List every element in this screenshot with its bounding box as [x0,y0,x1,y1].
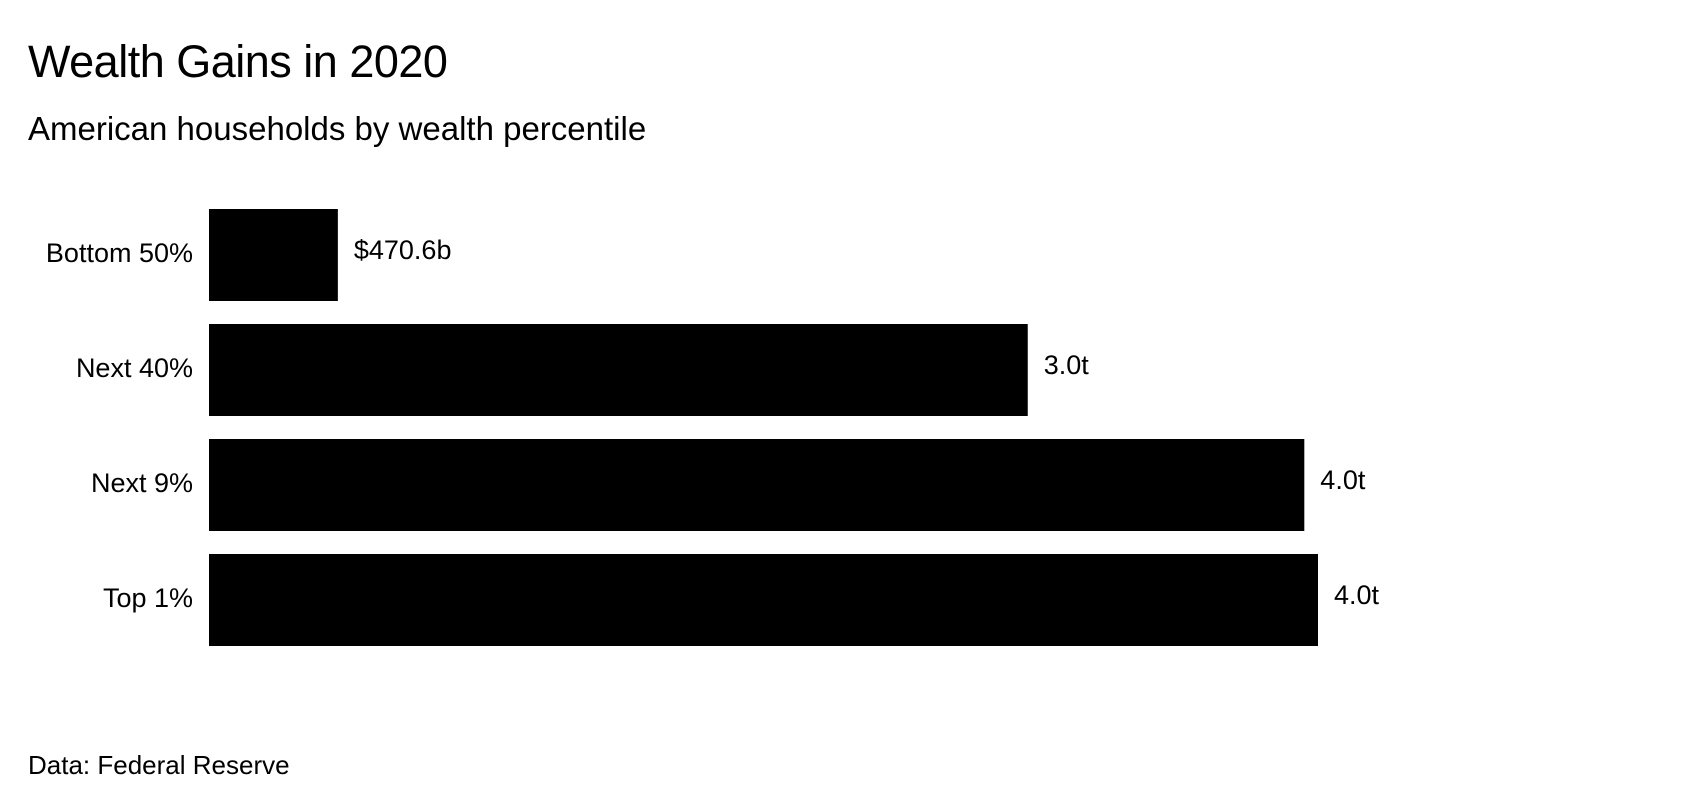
data-label-0: $470.6b [354,235,452,265]
bar-0 [209,209,338,301]
data-label-2: 4.0t [1320,465,1366,495]
chart-subtitle: American households by wealth percentile [28,110,647,147]
bar-1 [209,324,1028,416]
category-label-2: Next 9% [91,468,193,498]
category-label-1: Next 40% [76,353,193,383]
bar-2 [209,439,1305,531]
data-label-1: 3.0t [1044,350,1090,380]
category-label-0: Bottom 50% [46,238,193,268]
source-note: Data: Federal Reserve [28,750,290,780]
bar-3 [209,554,1318,646]
category-label-3: Top 1% [103,583,193,613]
chart-title: Wealth Gains in 2020 [28,36,448,87]
data-label-3: 4.0t [1334,580,1380,610]
